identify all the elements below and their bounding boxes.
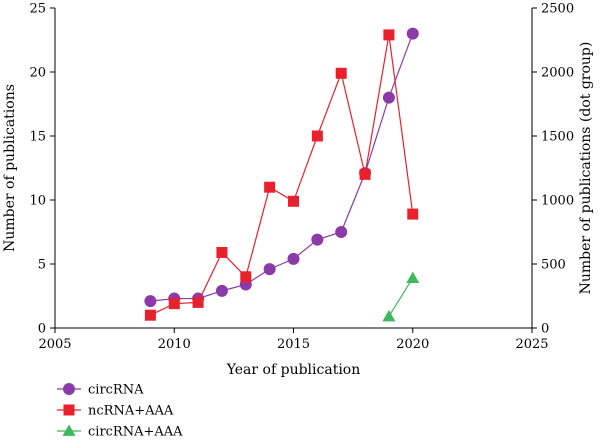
data-point-ncrna-aaa bbox=[168, 298, 180, 310]
data-point-ncrna-aaa bbox=[407, 208, 419, 220]
left-y-tick-label: 25 bbox=[29, 2, 46, 17]
x-axis-title: Year of publication bbox=[226, 362, 361, 378]
right-y-tick-label: 0 bbox=[541, 322, 549, 337]
data-point-ncrna-aaa bbox=[383, 29, 395, 41]
right-y-tick-label: 1000 bbox=[541, 194, 574, 209]
legend-item-circrna-aaa: circRNA+AAA bbox=[57, 424, 183, 440]
data-point-ncrna-aaa bbox=[264, 181, 276, 193]
legend-swatch-circrna-aaa bbox=[57, 424, 81, 436]
data-point-circrna bbox=[335, 226, 348, 238]
data-point-ncrna-aaa bbox=[144, 309, 156, 321]
left-y-axis-title: Number of publications bbox=[2, 84, 18, 252]
left-y-tick-label: 15 bbox=[29, 130, 46, 145]
x-tick-label: 2010 bbox=[158, 337, 191, 352]
data-point-ncrna-aaa bbox=[216, 246, 228, 258]
data-point-circrna bbox=[382, 91, 395, 104]
data-point-ncrna-aaa bbox=[359, 168, 371, 180]
data-point-circrna bbox=[263, 263, 276, 276]
data-point-ncrna-aaa bbox=[335, 67, 347, 79]
x-axis-ticks: 2005 2010 2015 2020 2025 bbox=[38, 328, 549, 352]
right-y-axis-title: Number of publications (dot group) bbox=[578, 42, 594, 295]
data-point-ncrna-aaa bbox=[240, 271, 252, 283]
legend-swatch-ncrna-aaa bbox=[57, 404, 81, 416]
data-point-circrna-aaa bbox=[382, 309, 396, 322]
series-line-ncrna-aaa bbox=[150, 34, 414, 316]
series-layer bbox=[144, 27, 420, 322]
data-point-ncrna-aaa bbox=[288, 195, 299, 207]
right-y-tick-label: 1500 bbox=[541, 130, 574, 145]
right-y-tick-label: 500 bbox=[541, 258, 566, 273]
data-point-ncrna-aaa bbox=[311, 130, 323, 142]
data-point-circrna bbox=[215, 284, 228, 297]
legend-label-circrna: circRNA bbox=[88, 383, 144, 398]
legend-label-circrna-aaa: circRNA+AAA bbox=[88, 425, 183, 440]
x-tick-label: 2015 bbox=[277, 337, 310, 352]
series-circrna bbox=[144, 27, 419, 308]
x-tick-label: 2020 bbox=[396, 337, 429, 352]
right-y-tick-label: 2000 bbox=[541, 66, 574, 81]
data-point-circrna bbox=[287, 252, 300, 265]
legend-item-circrna: circRNA bbox=[57, 383, 144, 398]
legend-label-ncrna-aaa: ncRNA+AAA bbox=[88, 404, 174, 419]
legend-marker bbox=[63, 404, 75, 416]
legend: circRNA ncRNA+AAA circRNA+AAA bbox=[57, 383, 183, 440]
series-line-circrna-aaa bbox=[388, 277, 414, 317]
x-tick-label: 2025 bbox=[515, 337, 548, 352]
legend-marker bbox=[62, 424, 76, 436]
left-y-tick-label: 20 bbox=[29, 66, 46, 81]
left-y-axis-ticks: 0 5 10 15 20 25 bbox=[29, 2, 55, 337]
data-point-ncrna-aaa bbox=[192, 296, 204, 308]
data-point-circrna bbox=[144, 295, 157, 308]
legend-marker bbox=[63, 383, 75, 395]
series-ncrna-aaa bbox=[144, 29, 419, 321]
legend-swatch-circrna bbox=[57, 383, 81, 395]
right-y-tick-label: 2500 bbox=[541, 2, 574, 17]
right-y-axis-ticks: 0 500 1000 1500 2000 2500 bbox=[532, 2, 574, 337]
left-y-tick-label: 0 bbox=[38, 322, 46, 337]
left-y-tick-label: 5 bbox=[38, 258, 46, 273]
chart-axes bbox=[54, 8, 533, 329]
series-circrna-aaa bbox=[382, 271, 420, 322]
left-y-tick-label: 10 bbox=[29, 194, 46, 209]
legend-item-ncrna-aaa: ncRNA+AAA bbox=[57, 404, 174, 419]
data-point-circrna-aaa bbox=[406, 271, 420, 283]
series-line-circrna bbox=[150, 33, 414, 302]
data-point-circrna bbox=[406, 27, 419, 40]
data-point-circrna bbox=[311, 233, 324, 246]
x-tick-label: 2005 bbox=[38, 337, 71, 352]
